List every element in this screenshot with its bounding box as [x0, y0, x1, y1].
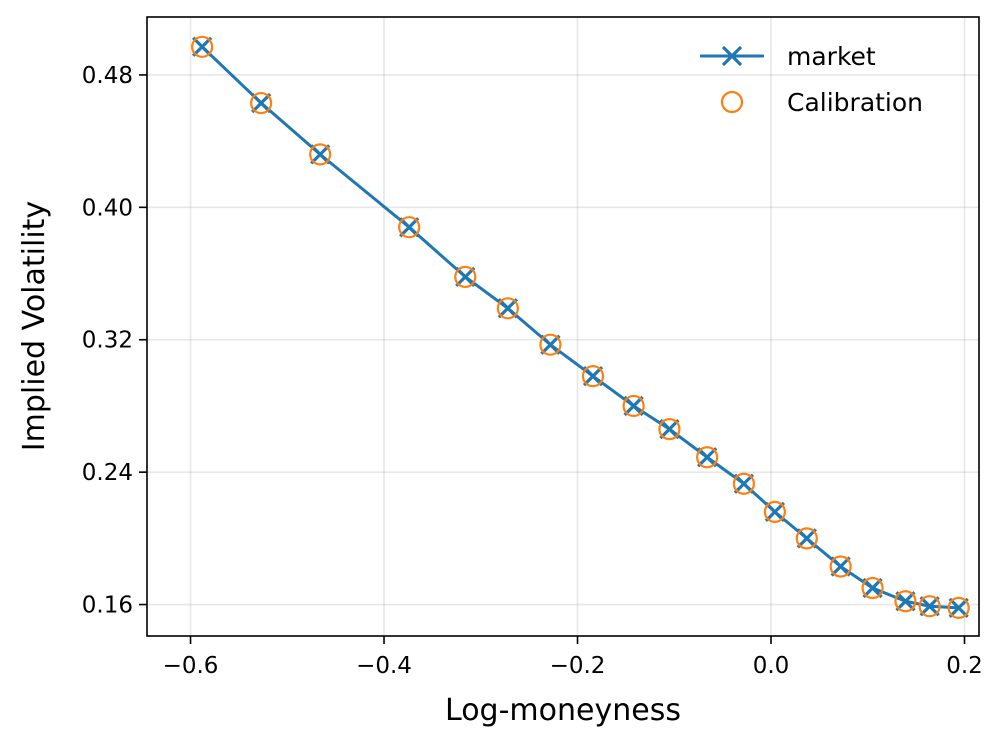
y-tick-label: 0.40: [82, 195, 133, 221]
market-point: [697, 447, 718, 468]
calibration-point: [763, 500, 786, 523]
y-tick-label: 0.48: [82, 63, 133, 89]
grid: [147, 17, 979, 636]
legend: market Calibration: [700, 42, 923, 117]
y-axis: 0.16 0.24 0.32 0.40 0.48: [82, 63, 147, 619]
calibration-point: [454, 265, 477, 288]
market-point: [862, 577, 883, 599]
legend-calibration-label: Calibration: [787, 88, 923, 117]
market-point: [497, 298, 518, 319]
calibration-point: [658, 418, 681, 441]
legend-market-label: market: [787, 42, 876, 71]
legend-market-marker: [721, 45, 743, 67]
calibration-point: [829, 555, 852, 578]
x-axis: −0.6 −0.4 −0.2 0.0 0.2: [163, 636, 983, 679]
calibration-point: [795, 527, 818, 550]
market-point: [582, 366, 604, 387]
x-tick-label: −0.6: [163, 653, 219, 679]
x-tick-label: −0.4: [356, 653, 412, 679]
calibration-point: [861, 576, 884, 600]
market-point: [659, 418, 680, 440]
market-point: [948, 597, 969, 618]
calibration-point: [947, 596, 970, 619]
calibration-point: [581, 365, 605, 388]
plot-frame: [146, 16, 980, 637]
market-point: [764, 501, 786, 523]
market-point: [540, 334, 561, 355]
x-tick-label: −0.2: [550, 653, 606, 679]
calibration-point: [918, 595, 941, 618]
y-axis-label: Implied Volatility: [17, 201, 52, 451]
market-point: [251, 92, 272, 114]
legend-calibration-marker: [720, 90, 744, 114]
calibration-point: [398, 216, 421, 239]
y-tick-label: 0.32: [82, 328, 133, 354]
legend-market-x: [721, 45, 743, 67]
calibration-point: [250, 91, 273, 115]
calibration-point: [622, 394, 645, 418]
calibration-point: [191, 35, 214, 58]
market-line: [201, 45, 959, 610]
market-point: [830, 556, 851, 577]
market-point: [192, 36, 213, 57]
calibration-point: [496, 297, 519, 320]
market-point: [623, 395, 644, 417]
calibration-point: [696, 446, 719, 469]
market-point: [733, 473, 755, 494]
calibration-point: [894, 590, 917, 613]
market-point: [310, 144, 331, 165]
x-tick-label: 0.0: [753, 653, 790, 679]
x-axis-label: Log-moneyness: [445, 693, 681, 728]
market-point: [919, 596, 940, 617]
market-point: [796, 528, 817, 549]
y-tick-label: 0.16: [82, 593, 133, 619]
market-point: [455, 266, 476, 287]
calibration-point: [309, 143, 332, 166]
market-point: [895, 591, 916, 612]
x-tick-label: 0.2: [946, 653, 983, 679]
y-tick-label: 0.24: [82, 460, 133, 486]
calibration-point: [539, 333, 562, 356]
market-point: [399, 217, 420, 238]
series-layer: [191, 35, 970, 619]
calibration-point: [732, 472, 756, 495]
